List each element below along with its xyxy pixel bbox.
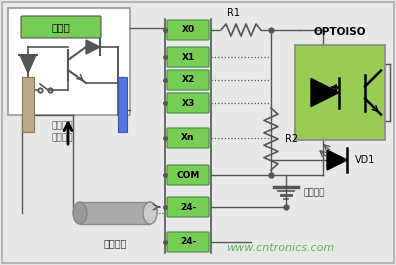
Text: 24-: 24- [180,202,196,211]
Text: VD1: VD1 [355,155,375,165]
Bar [8,8,130,115]
Bar [295,45,385,140]
FancyBboxPatch shape [167,47,209,67]
Text: OPTOISO: OPTOISO [314,27,366,37]
Text: 内置电源: 内置电源 [304,188,326,197]
Polygon shape [311,78,339,107]
FancyBboxPatch shape [21,16,101,38]
Text: 外置电源: 外置电源 [103,238,127,248]
Bar [80,202,150,224]
Text: 主电路: 主电路 [51,22,70,32]
Ellipse shape [143,202,157,224]
Text: www.cntronics.com: www.cntronics.com [226,243,334,253]
FancyBboxPatch shape [167,93,209,113]
Text: Xn: Xn [181,134,195,143]
FancyBboxPatch shape [167,165,209,185]
FancyBboxPatch shape [167,197,209,217]
FancyBboxPatch shape [167,20,209,40]
Bar [22,77,34,132]
Ellipse shape [73,202,87,224]
Text: X2: X2 [181,76,194,85]
Text: 直流两线
接近开关: 直流两线 接近开关 [51,122,73,142]
FancyBboxPatch shape [167,232,209,252]
Text: X0: X0 [181,25,194,34]
Text: R2: R2 [285,134,298,144]
Polygon shape [20,55,36,73]
Text: R1: R1 [227,8,240,18]
Polygon shape [327,150,347,170]
Text: X1: X1 [181,52,194,61]
Bar [118,77,127,132]
FancyBboxPatch shape [167,70,209,90]
Text: COM: COM [176,170,200,179]
Text: 24-: 24- [180,237,196,246]
Polygon shape [86,40,100,54]
Text: X3: X3 [181,99,194,108]
FancyBboxPatch shape [167,128,209,148]
